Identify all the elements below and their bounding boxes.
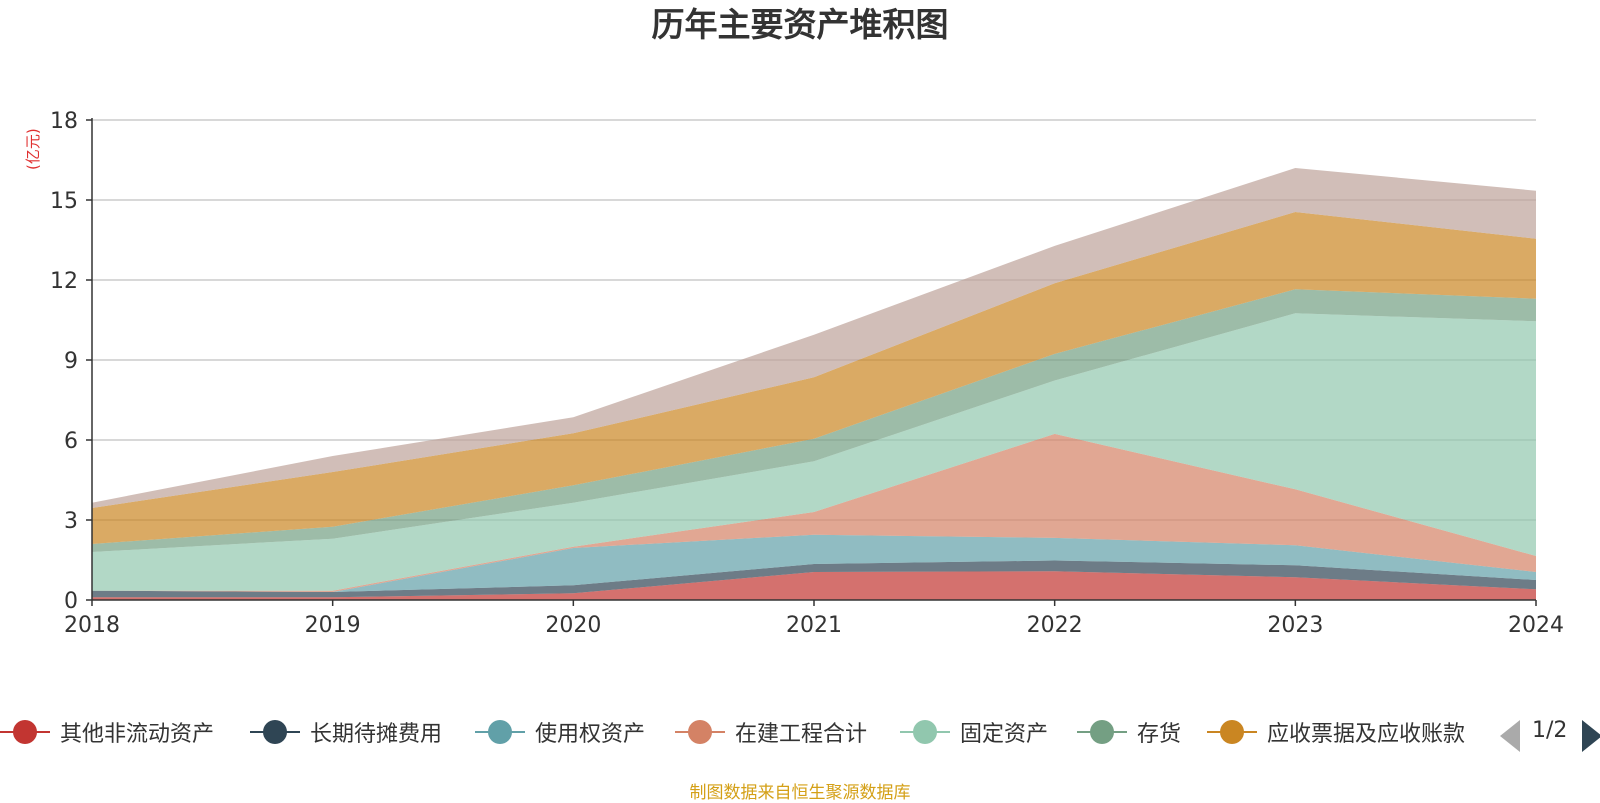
y-unit-label: (亿元) (20, 122, 44, 182)
legend-next-icon[interactable] (1582, 720, 1600, 752)
y-tick-label: 9 (64, 349, 78, 374)
legend-label: 使用权资产 (535, 722, 646, 747)
legend-item[interactable]: 固定资产 (900, 712, 1048, 752)
legend-item[interactable]: 应收票据及应收账款 (1207, 712, 1465, 752)
legend-item[interactable]: 长期待摊费用 (250, 712, 442, 752)
chart-title: 历年主要资产堆积图 (651, 5, 949, 44)
x-tick-label: 2018 (64, 613, 120, 638)
legend: 其他非流动资产 长期待摊费用 使用权资产 在建工程合计 固定资产 存货 应收票据及应收账款 (0, 712, 1600, 752)
x-tick-label: 2024 (1508, 613, 1564, 638)
legend-label: 其他非流动资产 (60, 722, 215, 747)
area-series-7[interactable] (92, 168, 1536, 508)
chart-plot: 0 3 6 9 12 15 18 2018 2019 2020 2021 2022 2023 2024 (50, 109, 1564, 638)
source-note: 制图数据来自恒生聚源数据库 (689, 783, 911, 803)
legend-marker-icon (1207, 720, 1257, 744)
y-tick-label: 3 (64, 509, 78, 534)
x-tick-label: 2023 (1267, 613, 1323, 638)
legend-label: 在建工程合计 (735, 722, 868, 747)
x-tick-label: 2019 (305, 613, 361, 638)
area-series-5[interactable] (92, 289, 1536, 552)
area-series-4[interactable] (92, 313, 1536, 591)
y-tick-label: 18 (50, 109, 78, 134)
legend-item[interactable]: 存货 (1077, 712, 1181, 752)
y-unit-text: (亿元) (24, 128, 42, 170)
legend-item[interactable]: 使用权资产 (475, 712, 645, 752)
axes: 0 3 6 9 12 15 18 2018 2019 2020 2021 2022 2023 2024 (50, 109, 1564, 638)
y-tick-label: 0 (64, 589, 78, 614)
x-tick-label: 2022 (1027, 613, 1083, 638)
y-tick-label: 12 (50, 269, 78, 294)
legend-prev-icon[interactable] (1500, 720, 1520, 752)
legend-marker-icon (1077, 720, 1127, 744)
y-tick-label: 15 (50, 189, 78, 214)
area-series-3[interactable] (92, 433, 1536, 592)
area-series-2[interactable] (92, 534, 1536, 592)
legend-label: 存货 (1137, 722, 1182, 747)
legend-label: 应收票据及应收账款 (1267, 722, 1466, 747)
area-series-6[interactable] (92, 212, 1536, 544)
area-series-1[interactable] (92, 560, 1536, 598)
x-tick-label: 2020 (545, 613, 601, 638)
legend-marker-icon (475, 720, 525, 744)
legend-marker-icon (0, 720, 50, 744)
legend-item[interactable]: 在建工程合计 (675, 712, 867, 752)
legend-page-indicator: 1/2 (1532, 718, 1568, 743)
legend-label: 长期待摊费用 (310, 722, 443, 747)
legend-marker-icon (250, 720, 300, 744)
legend-label: 固定资产 (960, 722, 1049, 747)
y-tick-label: 6 (64, 429, 78, 454)
x-tick-label: 2021 (786, 613, 842, 638)
stacked-areas (92, 168, 1536, 600)
legend-marker-icon (900, 720, 950, 744)
legend-marker-icon (675, 720, 725, 744)
area-series-0[interactable] (92, 571, 1536, 600)
legend-item[interactable]: 其他非流动资产 (0, 712, 214, 752)
